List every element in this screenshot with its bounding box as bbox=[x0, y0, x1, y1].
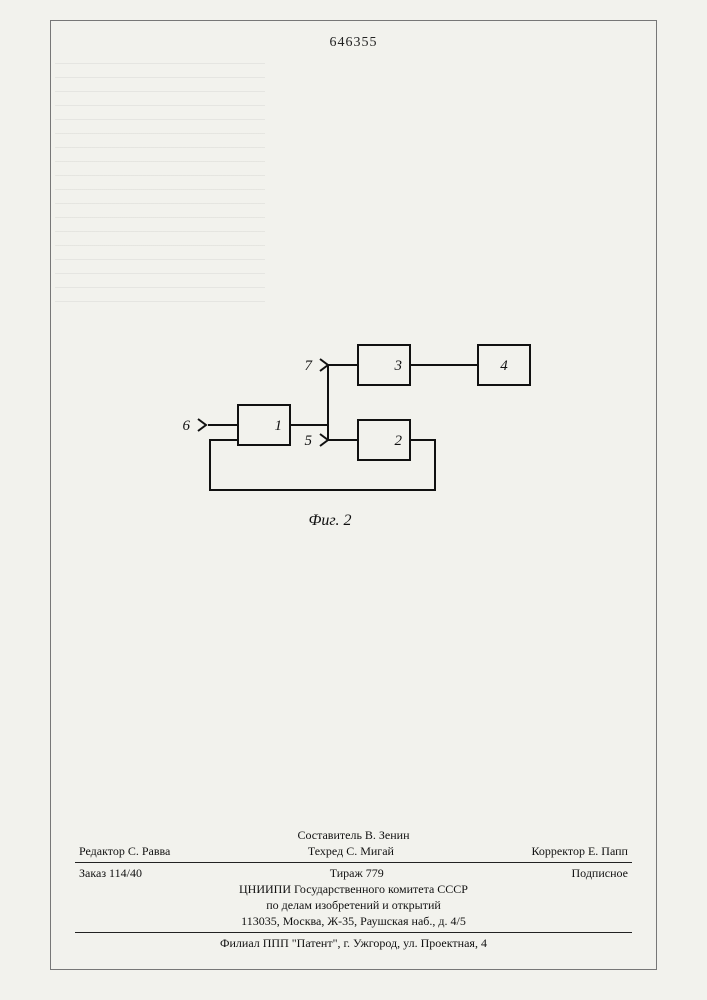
diagram-svg: 6 7 5 1 2 3 4 Фиг. 2 bbox=[180, 330, 580, 560]
block-b1 bbox=[238, 405, 290, 445]
order-line: Заказ 114/40 Тираж 779 Подписное bbox=[75, 866, 632, 881]
footer-block: Составитель В. Зенин Редактор С. Равва Т… bbox=[75, 827, 632, 952]
scan-artifact-lines bbox=[55, 50, 265, 310]
order-label: Заказ 114/40 bbox=[79, 866, 142, 881]
figure-caption: Фиг. 2 bbox=[309, 512, 352, 529]
org-line-1: ЦНИИПИ Государственного комитета СССР bbox=[75, 882, 632, 897]
filial-line: Филиал ППП "Патент", г. Ужгород, ул. Про… bbox=[75, 936, 632, 951]
block-label-b3: 3 bbox=[394, 358, 403, 374]
corrector-label: Корректор Е. Папп bbox=[531, 844, 628, 859]
wire-w-1-3-2 bbox=[290, 365, 358, 425]
chevron-icon-in6 bbox=[198, 419, 206, 431]
block-label-b2: 2 bbox=[395, 433, 403, 449]
input-label-in7: 7 bbox=[305, 358, 314, 374]
techred-label: Техред С. Мигай bbox=[308, 844, 394, 859]
block-label-b1: 1 bbox=[275, 418, 283, 434]
tirazh-label: Тираж 779 bbox=[330, 866, 384, 881]
patent-number: 646355 bbox=[0, 35, 707, 51]
block-b2 bbox=[358, 420, 410, 460]
compiler-line: Составитель В. Зенин bbox=[75, 828, 632, 843]
subscription-label: Подписное bbox=[572, 866, 629, 881]
block-b3 bbox=[358, 345, 410, 385]
input-label-in5: 5 bbox=[305, 433, 313, 449]
org-line-2: по делам изобретений и открытий bbox=[75, 898, 632, 913]
input-label-in6: 6 bbox=[183, 418, 191, 434]
separator-1 bbox=[75, 862, 632, 863]
figure-2-diagram: 6 7 5 1 2 3 4 Фиг. 2 bbox=[180, 330, 580, 560]
wire-w-1-2 bbox=[328, 425, 358, 440]
chevron-icon-in5 bbox=[320, 434, 328, 446]
block-label-b4: 4 bbox=[500, 358, 508, 374]
chevron-icon-in7 bbox=[320, 359, 328, 371]
credits-line: Редактор С. Равва Техред С. Мигай Коррек… bbox=[75, 844, 632, 859]
address-line: 113035, Москва, Ж-35, Раушская наб., д. … bbox=[75, 914, 632, 929]
separator-2 bbox=[75, 932, 632, 933]
editor-label: Редактор С. Равва bbox=[79, 844, 170, 859]
